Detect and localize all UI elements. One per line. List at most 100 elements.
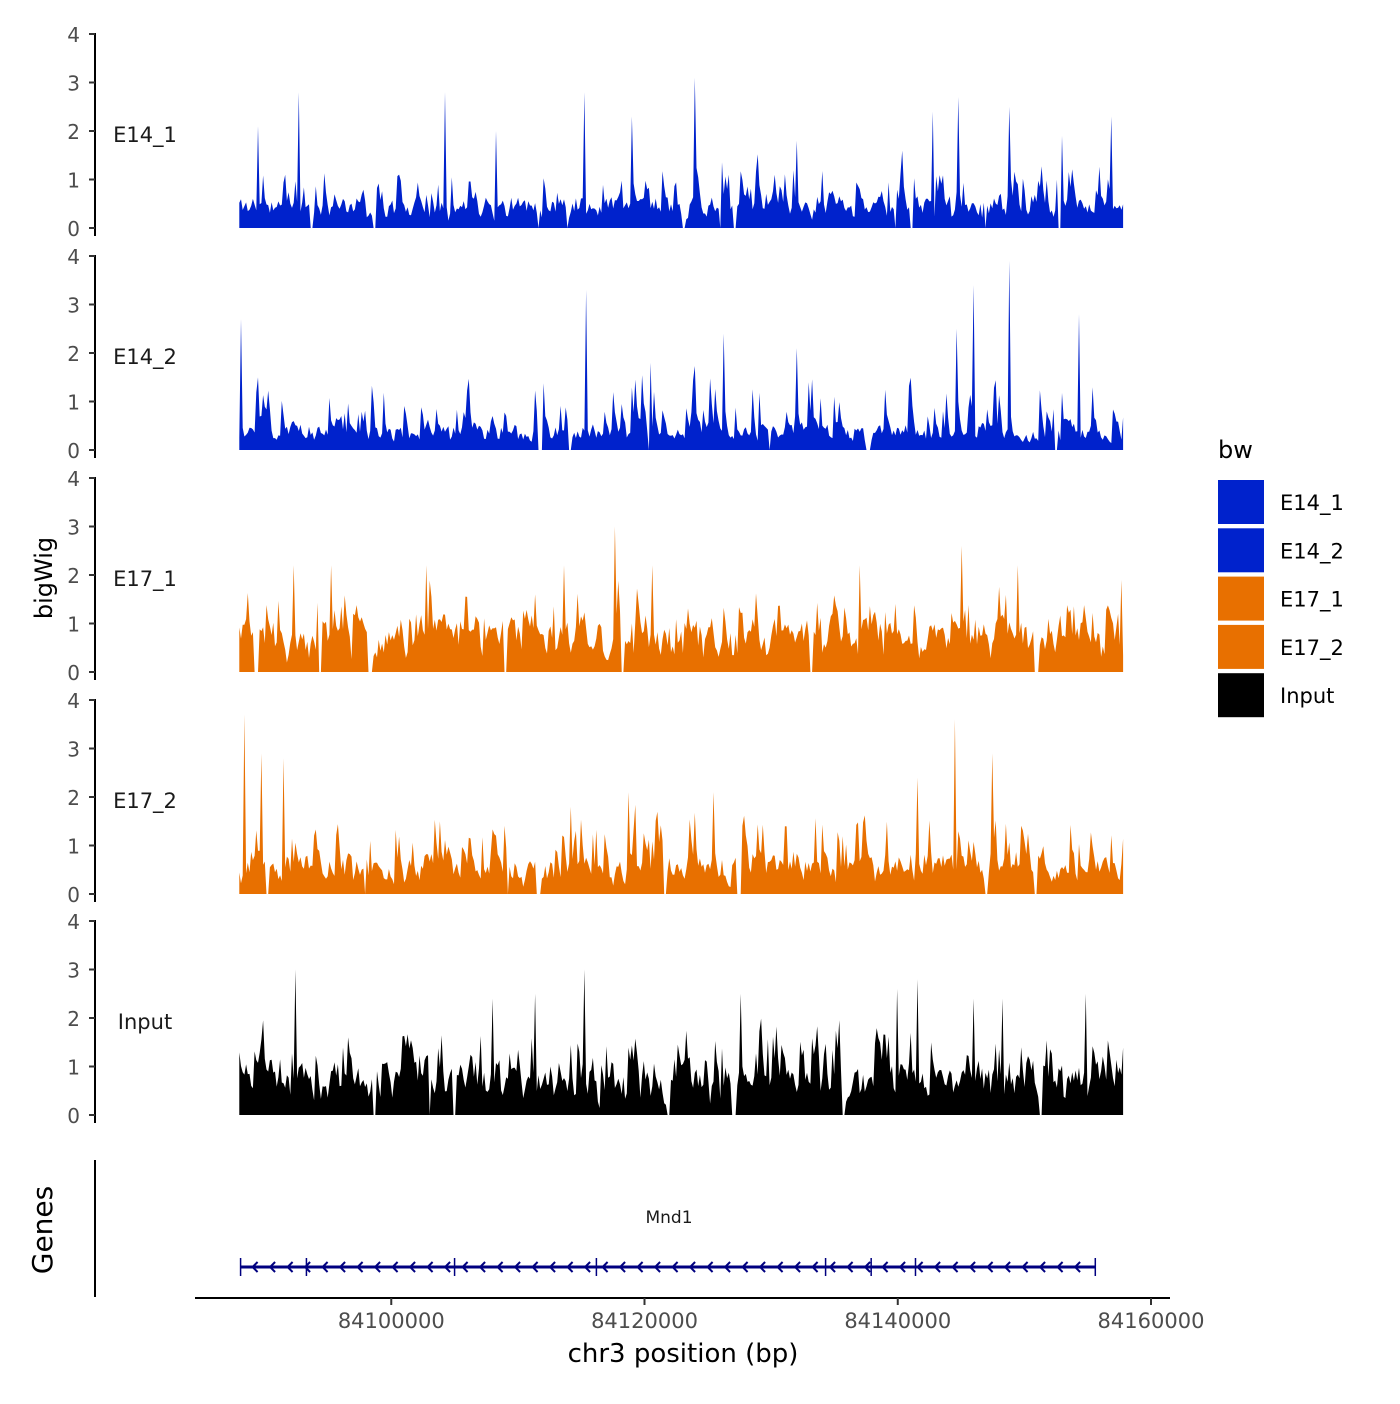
track-label: E17_2 <box>113 789 177 814</box>
strand-arrow <box>1021 1261 1029 1273</box>
y-tick-label: 4 <box>67 23 80 47</box>
track-E17_2: 0 1 2 3 4 E17_2 <box>67 689 1124 907</box>
y-tick-label: 0 <box>67 439 80 463</box>
legend-label: E14_2 <box>1280 539 1344 564</box>
y-tick-label: 1 <box>67 835 80 859</box>
strand-arrow <box>618 1261 626 1273</box>
track-label: E14_2 <box>113 345 177 370</box>
x-tick-label: 84140000 <box>844 1309 951 1333</box>
strand-arrow <box>408 1261 416 1273</box>
y-tick-label: 2 <box>67 1007 80 1031</box>
y-tick-label: 0 <box>67 217 80 241</box>
strand-arrow <box>461 1261 469 1273</box>
strand-arrow <box>671 1261 679 1273</box>
strand-arrow <box>531 1261 539 1273</box>
strand-arrow <box>933 1261 941 1273</box>
strand-arrow <box>286 1261 294 1273</box>
legend-swatch <box>1218 624 1264 669</box>
strand-arrow <box>443 1261 451 1273</box>
track-label: E17_1 <box>113 567 177 592</box>
legend-label: E17_1 <box>1280 588 1344 613</box>
strand-arrow <box>566 1261 574 1273</box>
strand-arrow <box>478 1261 486 1273</box>
strand-arrow <box>391 1261 399 1273</box>
track-label: Input <box>118 1010 172 1034</box>
track-label: E14_1 <box>113 123 177 148</box>
genes-axis-title: Genes <box>26 1186 59 1274</box>
track-E17_1: 0 1 2 3 4 E17_1 <box>67 467 1124 685</box>
y-tick-label: 2 <box>67 564 80 588</box>
strand-arrow <box>356 1261 364 1273</box>
strand-arrow <box>758 1261 766 1273</box>
strand-arrow <box>1056 1261 1064 1273</box>
strand-arrow <box>776 1261 784 1273</box>
y-tick-label: 1 <box>67 391 80 415</box>
strand-arrow <box>706 1261 714 1273</box>
strand-arrow <box>251 1261 259 1273</box>
legend-item-E17_1: E17_1 <box>1218 576 1344 621</box>
legend-swatch <box>1218 528 1264 573</box>
x-tick-label: 84120000 <box>591 1309 698 1333</box>
strand-arrow <box>968 1261 976 1273</box>
strand-arrow <box>688 1261 696 1273</box>
strand-arrow <box>338 1261 346 1273</box>
strand-arrow <box>321 1261 329 1273</box>
signal-area <box>239 714 1124 894</box>
strand-arrow <box>513 1261 521 1273</box>
y-tick-label: 3 <box>67 294 80 318</box>
track-Input: 0 1 2 3 4 Input <box>67 910 1124 1128</box>
strand-arrow <box>898 1261 906 1273</box>
strand-arrow <box>916 1261 924 1273</box>
strand-arrow <box>1003 1261 1011 1273</box>
strand-arrow <box>741 1261 749 1273</box>
strand-arrow <box>303 1261 311 1273</box>
strand-arrow <box>268 1261 276 1273</box>
strand-arrow <box>373 1261 381 1273</box>
legend-item-E14_2: E14_2 <box>1218 528 1344 573</box>
strand-arrow <box>828 1261 836 1273</box>
gene-Mnd1: Mnd1 <box>239 1208 1097 1276</box>
strand-arrow <box>496 1261 504 1273</box>
y-tick-label: 1 <box>67 169 80 193</box>
legend-item-Input: Input <box>1218 673 1334 718</box>
track-E14_2: 0 1 2 3 4 E14_2 <box>67 245 1124 463</box>
signal-area <box>239 526 1124 672</box>
y-tick-label: 4 <box>67 467 80 491</box>
y-tick-label: 1 <box>67 1056 80 1080</box>
strand-arrow <box>811 1261 819 1273</box>
y-tick-label: 0 <box>67 661 80 685</box>
strand-arrow <box>1073 1261 1081 1273</box>
legend-label: E17_2 <box>1280 636 1344 661</box>
y-tick-label: 4 <box>67 689 80 713</box>
strand-arrow <box>846 1261 854 1273</box>
strand-arrow <box>793 1261 801 1273</box>
legend-swatch <box>1218 673 1264 718</box>
y-tick-label: 0 <box>67 883 80 907</box>
x-tick-label: 84100000 <box>338 1309 445 1333</box>
y-tick-label: 3 <box>67 738 80 762</box>
strand-arrow <box>723 1261 731 1273</box>
legend-swatch <box>1218 480 1264 524</box>
y-tick-label: 2 <box>67 786 80 810</box>
strand-arrow <box>653 1261 661 1273</box>
legend-title: bw <box>1218 436 1253 464</box>
legend-label: E14_1 <box>1280 491 1344 516</box>
y-tick-label: 4 <box>67 245 80 269</box>
signal-area <box>239 77 1124 228</box>
strand-arrow <box>426 1261 434 1273</box>
x-axis-title: chr3 position (bp) <box>568 1339 799 1369</box>
y-tick-label: 3 <box>67 959 80 983</box>
track-E14_1: 0 1 2 3 4 E14_1 <box>67 23 1124 241</box>
y-tick-label: 3 <box>67 516 80 540</box>
y-tick-label: 1 <box>67 613 80 637</box>
y-tick-label: 0 <box>67 1104 80 1128</box>
y-tick-label: 4 <box>67 910 80 934</box>
gene-label: Mnd1 <box>645 1208 692 1228</box>
legend-swatch <box>1218 576 1264 621</box>
x-tick-label: 84160000 <box>1098 1309 1205 1333</box>
legend-item-E17_2: E17_2 <box>1218 624 1344 669</box>
legend: bw E14_1 E14_2 E17_1 E17_2 Input <box>1218 436 1344 718</box>
y-tick-label: 3 <box>67 72 80 96</box>
strand-arrow <box>1038 1261 1046 1273</box>
